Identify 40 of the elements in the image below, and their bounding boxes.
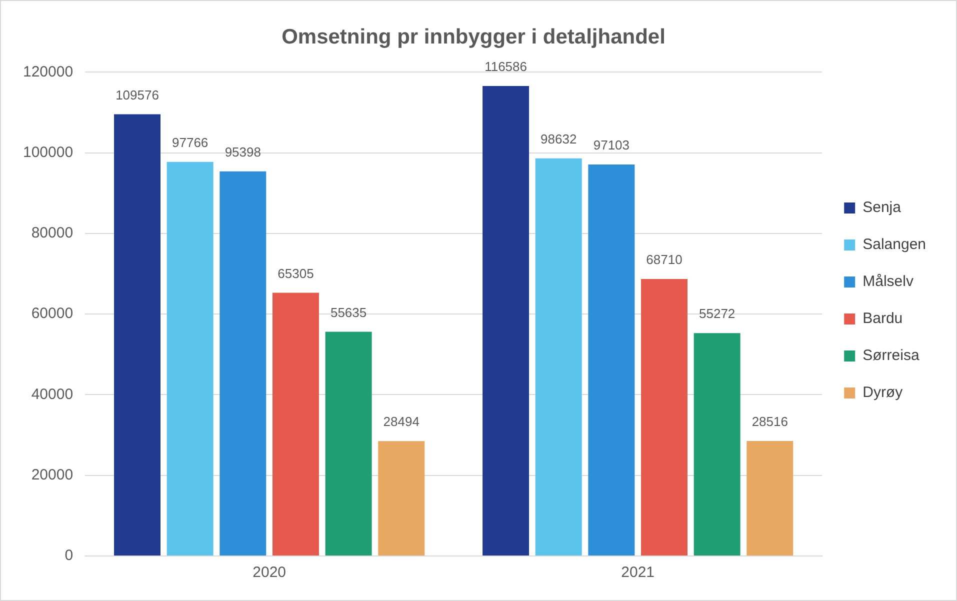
bar [114,114,161,556]
data-label: 68710 [646,252,682,268]
data-label: 97103 [593,138,630,153]
data-label: 55635 [330,304,367,320]
bar [694,333,740,556]
bar [272,292,319,556]
legend-label: Bardu [862,310,903,328]
x-tick-label: 2021 [621,564,655,582]
bar [378,441,425,556]
bar [482,86,530,556]
y-tick-label: 120000 [22,63,74,80]
legend-label: Målselv [862,273,914,290]
legend-label: Salangen [862,236,926,254]
data-label: 95398 [224,144,261,160]
bar [535,158,582,556]
chart-title: Omsetning pr innbygger i detaljhandel [282,25,666,48]
bar [641,278,688,556]
y-tick-label: 100000 [22,144,74,161]
data-label: 109576 [116,87,159,102]
data-label: 28516 [752,414,788,430]
legend-label: Sørreisa [862,347,920,364]
data-label: 55272 [699,306,736,322]
y-tick-label: 80000 [31,224,74,242]
bar [325,332,372,556]
y-tick-label: 20000 [31,466,74,484]
y-tick-label: 60000 [31,305,74,322]
legend-label: Dyrøy [862,384,904,402]
bar [166,162,214,556]
data-label: 97766 [172,134,208,150]
data-label: 116586 [484,59,527,74]
data-label: 98632 [540,131,577,146]
data-label: 28494 [383,414,420,430]
y-tick-label: 0 [64,547,74,564]
bar [588,164,635,556]
legend-label: Senja [862,199,902,216]
bar [746,441,794,556]
y-tick-label: 40000 [31,386,74,403]
data-label: 65305 [278,266,314,281]
bar [220,171,266,556]
x-tick-label: 2020 [252,564,286,582]
